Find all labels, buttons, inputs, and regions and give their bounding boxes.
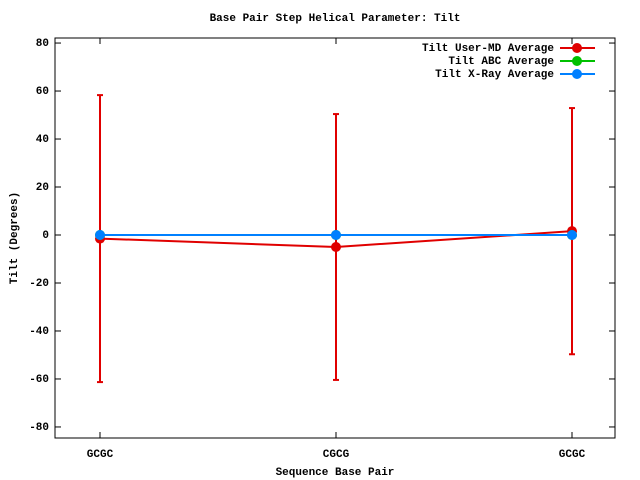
legend-label: Tilt User-MD Average <box>422 43 554 55</box>
y-tick-label: -80 <box>29 422 49 434</box>
y-tick-label: 0 <box>42 230 49 242</box>
plot-frame <box>54 37 616 439</box>
legend-label: Tilt X-Ray Average <box>435 69 554 81</box>
x-tick-label: GCGC <box>87 449 114 461</box>
chart-title: Base Pair Step Helical Parameter: Tilt <box>210 13 461 25</box>
point <box>331 230 341 241</box>
y-tick-label: -20 <box>29 278 49 290</box>
x-axis-label: Sequence Base Pair <box>276 467 395 479</box>
point <box>95 230 105 241</box>
x-tick-label: GCGC <box>559 449 586 461</box>
legend-marker <box>572 43 582 53</box>
y-tick-label: -60 <box>29 374 49 386</box>
y-tick-label: 40 <box>36 134 49 146</box>
legend-marker <box>572 56 582 66</box>
y-tick-label: 80 <box>36 38 49 50</box>
y-tick-label: -40 <box>29 326 49 338</box>
point <box>567 230 577 241</box>
x-tick-label: CGCG <box>323 449 350 461</box>
y-tick-label: 60 <box>36 86 49 98</box>
legend-marker <box>572 69 582 79</box>
y-tick-label: 20 <box>36 182 49 194</box>
y-axis-label: Tilt (Degrees) <box>9 192 21 284</box>
point <box>331 241 341 252</box>
legend-label: Tilt ABC Average <box>448 56 554 68</box>
